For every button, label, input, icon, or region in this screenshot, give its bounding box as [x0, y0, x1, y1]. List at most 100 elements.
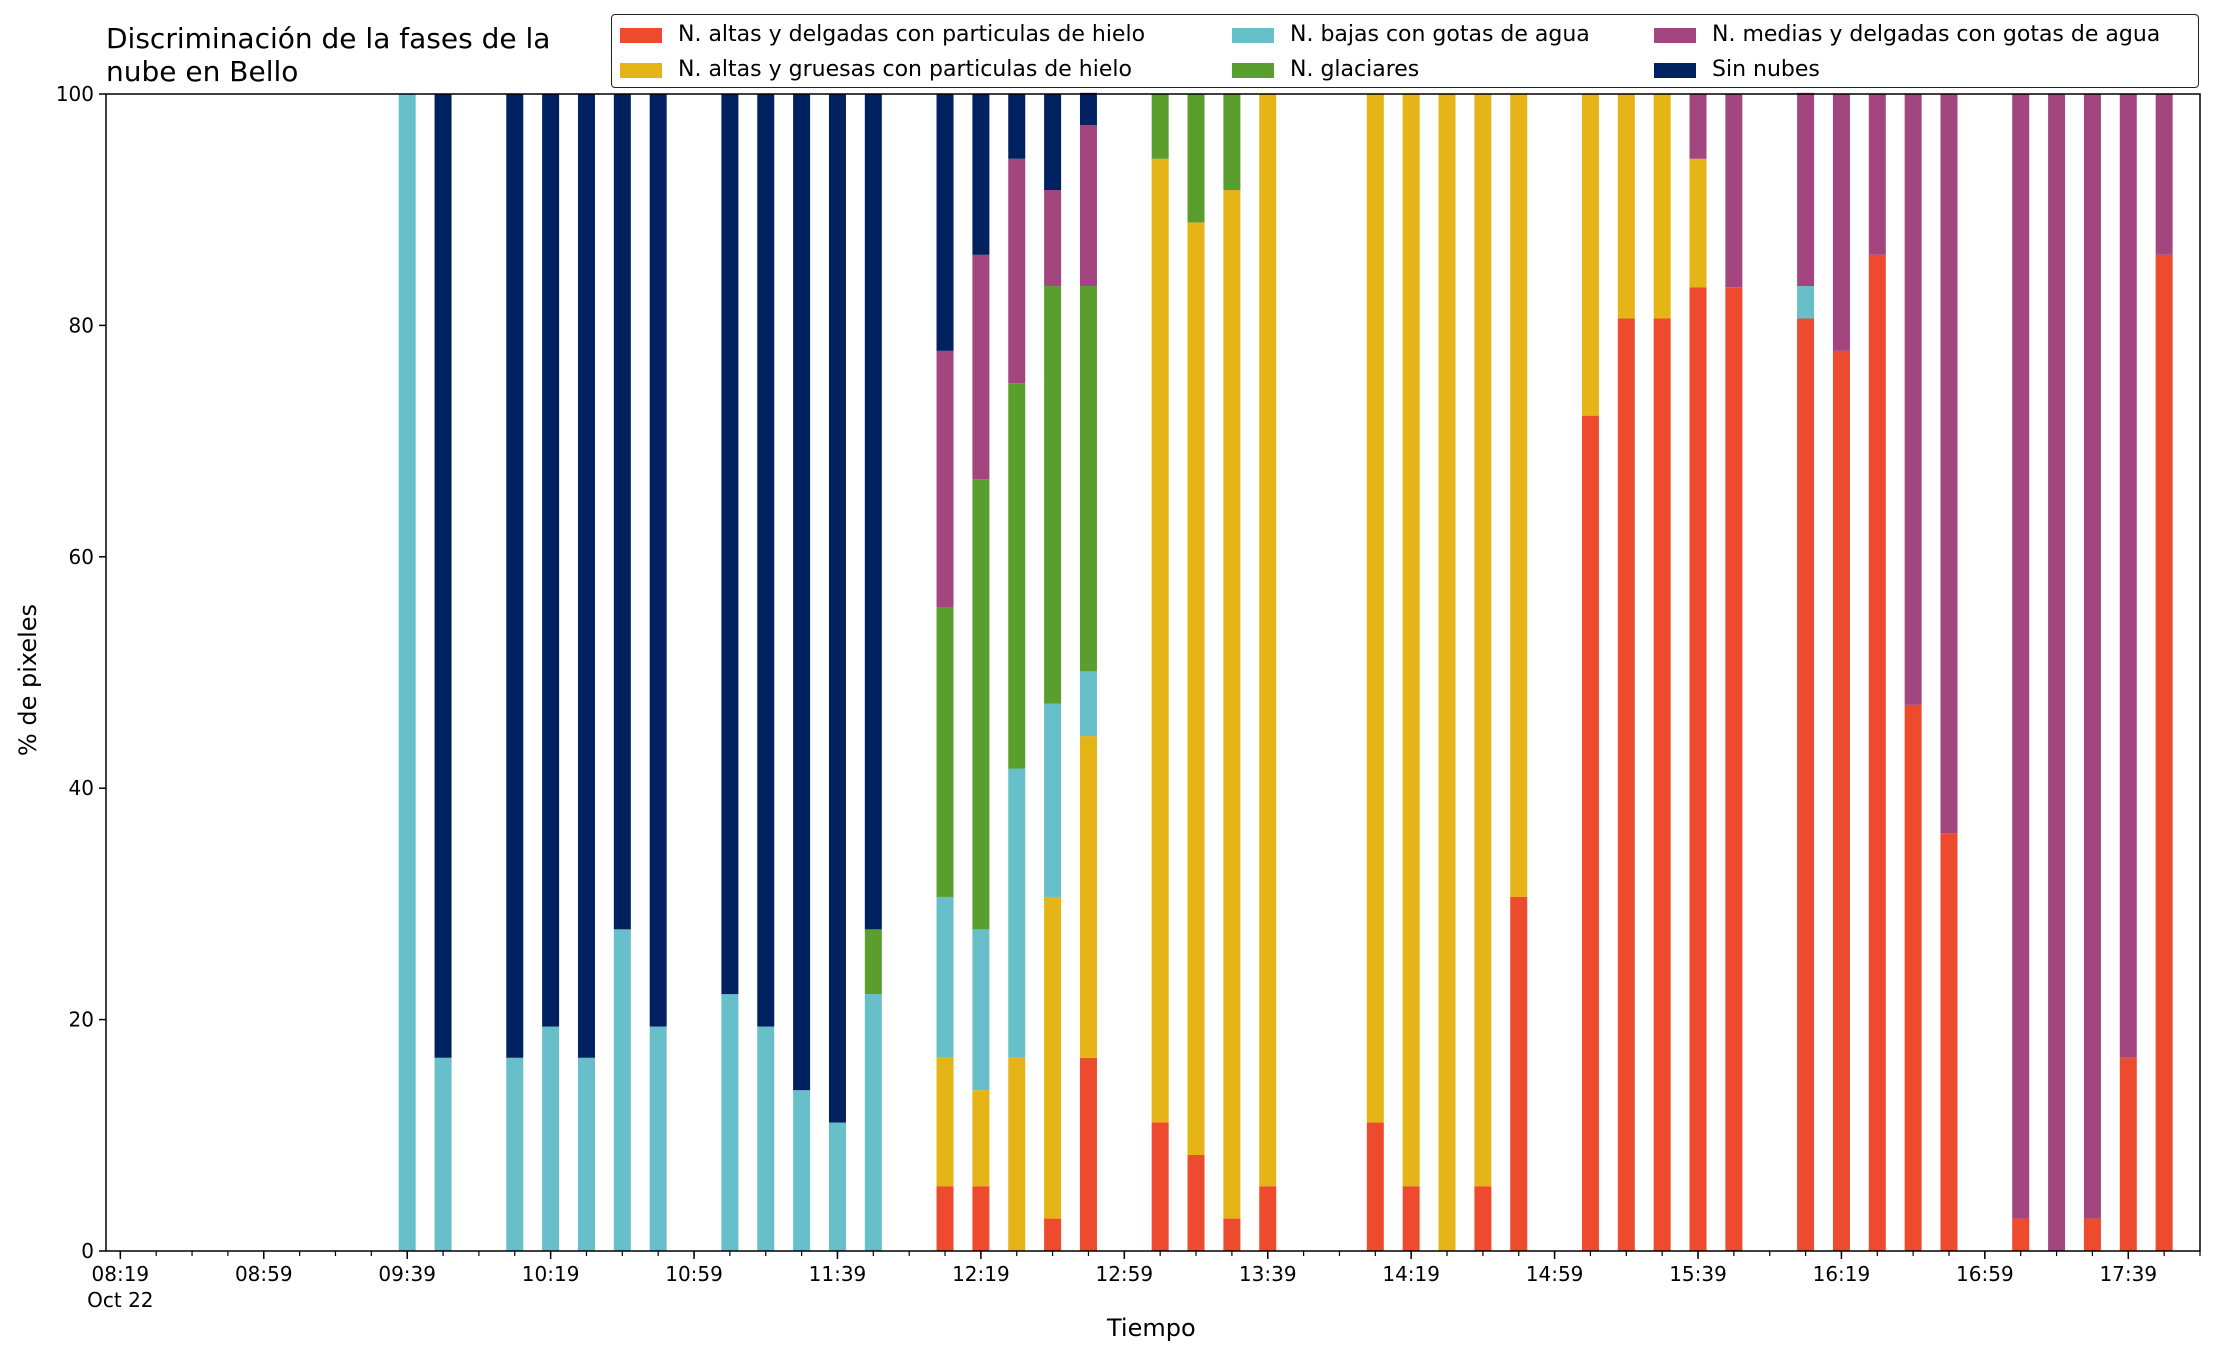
- bar-segment: [1474, 1186, 1492, 1251]
- bar-segment: [721, 94, 739, 995]
- y-tick-label: 100: [56, 82, 94, 106]
- bar-segment: [1402, 94, 1420, 1187]
- bar-segment: [793, 94, 811, 1091]
- bar-segment: [1868, 254, 1886, 1251]
- bar-segment: [1223, 190, 1241, 1219]
- plot-frame: [105, 93, 2201, 1252]
- x-tick-sublabel: Oct 22: [87, 1288, 153, 1312]
- bar-segment: [1689, 94, 1707, 159]
- bar-segment: [542, 1026, 560, 1251]
- bar-segment: [1044, 286, 1062, 704]
- bar-segment: [649, 94, 667, 1027]
- legend-swatch: [1232, 63, 1274, 78]
- bar-segment: [936, 1057, 954, 1187]
- bar-segment: [757, 94, 775, 1027]
- legend-label: N. medias y delgadas con gotas de agua: [1712, 22, 2161, 47]
- bar-segment: [577, 94, 595, 1058]
- x-tick-label: 14:19: [1382, 1262, 1440, 1286]
- bars-layer: [398, 92, 2173, 1252]
- bar-segment: [1797, 286, 1815, 319]
- bar-segment: [1044, 896, 1062, 1219]
- bar-segment: [1510, 94, 1528, 897]
- bar-segment: [936, 1186, 954, 1251]
- legend-swatch: [1654, 28, 1696, 43]
- bar-segment: [936, 607, 954, 897]
- bar-segment: [2083, 1218, 2101, 1251]
- bar-segment: [1187, 1154, 1205, 1251]
- bar-segment: [1366, 1122, 1384, 1251]
- y-tick-label: 20: [69, 1008, 94, 1032]
- bar-segment: [2119, 1057, 2137, 1251]
- x-tick-label: 12:59: [1095, 1262, 1153, 1286]
- bar-segment: [1079, 671, 1097, 737]
- bar-segment: [1079, 286, 1097, 672]
- x-tick-label: 08:59: [235, 1262, 293, 1286]
- legend-swatch: [1654, 63, 1696, 78]
- bar-segment: [828, 94, 846, 1123]
- bar-segment: [1223, 94, 1241, 191]
- x-tick-label: 13:39: [1239, 1262, 1297, 1286]
- legend-swatch: [1232, 28, 1274, 43]
- bar-segment: [864, 929, 882, 995]
- bar-segment: [2155, 254, 2173, 1251]
- bar-segment: [1940, 833, 1958, 1251]
- bar-segment: [1008, 158, 1026, 384]
- bar-segment: [1438, 94, 1456, 1251]
- bar-segment: [1187, 94, 1205, 223]
- bar-segment: [577, 1057, 595, 1251]
- bar-segment: [1366, 94, 1384, 1123]
- x-tick-label: 15:39: [1669, 1262, 1727, 1286]
- bar-segment: [936, 94, 954, 351]
- bar-segment: [1474, 94, 1492, 1187]
- legend-label: N. bajas con gotas de agua: [1290, 22, 1590, 47]
- y-tick-label: 40: [69, 776, 94, 800]
- bar-segment: [1008, 768, 1026, 1058]
- bar-segment: [1581, 94, 1599, 416]
- x-tick-label: 10:59: [665, 1262, 723, 1286]
- bar-segment: [864, 994, 882, 1251]
- bar-segment: [1151, 1122, 1169, 1251]
- bar-segment: [506, 94, 524, 1058]
- chart-title-line-1: Discriminación de la fases de la: [106, 22, 551, 55]
- bar-segment: [1689, 287, 1707, 1252]
- bar-segment: [1044, 1218, 1062, 1251]
- bar-segment: [1259, 94, 1277, 1187]
- bar-segment: [757, 1026, 775, 1251]
- bar-segment: [1079, 92, 1097, 126]
- x-tick-label: 17:39: [2099, 1262, 2157, 1286]
- bar-segment: [1940, 94, 1958, 834]
- bar-segment: [2012, 1218, 2030, 1251]
- y-tick-label: 80: [69, 313, 94, 337]
- bar-segment: [793, 1090, 811, 1251]
- legend-label: N. altas y gruesas con particulas de hie…: [678, 57, 1132, 82]
- bar-segment: [1079, 125, 1097, 287]
- bar-segment: [398, 94, 416, 1251]
- bar-segment: [828, 1122, 846, 1251]
- bar-segment: [2083, 94, 2101, 1219]
- bar-segment: [1402, 1186, 1420, 1251]
- bar-segment: [2155, 94, 2173, 255]
- bar-segment: [1832, 94, 1850, 351]
- bar-segment: [1151, 158, 1169, 1123]
- x-tick-label: 16:19: [1813, 1262, 1871, 1286]
- bar-segment: [1581, 415, 1599, 1251]
- bar-segment: [506, 1057, 524, 1251]
- bar-segment: [1187, 222, 1205, 1155]
- bar-segment: [1725, 287, 1743, 1252]
- bar-segment: [1259, 1186, 1277, 1251]
- bar-segment: [1617, 318, 1635, 1252]
- bar-segment: [1653, 318, 1671, 1252]
- bar-segment: [936, 350, 954, 608]
- bar-segment: [649, 1026, 667, 1251]
- bar-segment: [972, 94, 990, 255]
- bar-segment: [1223, 1218, 1241, 1251]
- x-tick-label: 08:19: [92, 1262, 150, 1286]
- bar-segment: [1008, 1057, 1026, 1251]
- x-tick-label: 14:59: [1526, 1262, 1584, 1286]
- legend-label: Sin nubes: [1712, 57, 1820, 82]
- bar-segment: [1617, 94, 1635, 319]
- bar-segment: [2048, 94, 2066, 1251]
- bar-segment: [972, 1186, 990, 1251]
